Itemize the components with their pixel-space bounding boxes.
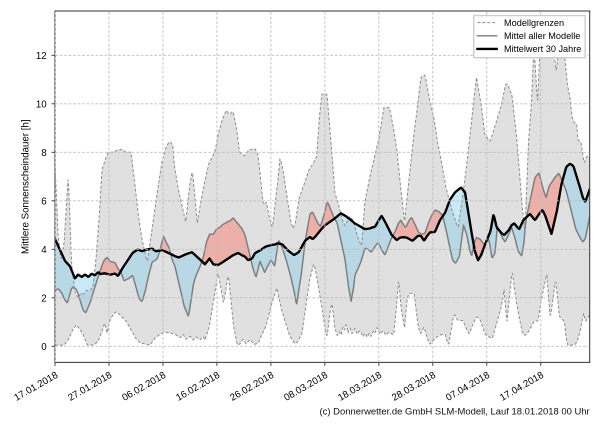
svg-text:10: 10 [36, 99, 47, 110]
svg-text:Mittel aller Modelle: Mittel aller Modelle [504, 31, 580, 41]
svg-text:Mittlere Sonnenscheindauer [h]: Mittlere Sonnenscheindauer [h] [20, 119, 31, 254]
svg-text:Modellgrenzen: Modellgrenzen [504, 18, 564, 28]
svg-text:Mittelwert 30 Jahre: Mittelwert 30 Jahre [504, 44, 581, 54]
svg-text:6: 6 [41, 196, 46, 207]
svg-text:12: 12 [36, 51, 47, 62]
svg-text:2: 2 [41, 293, 46, 304]
svg-text:4: 4 [41, 245, 47, 256]
svg-text:0: 0 [41, 342, 47, 353]
svg-text:(c) Donnerwetter.de GmbH SLM-M: (c) Donnerwetter.de GmbH SLM-Modell, Lau… [320, 407, 590, 418]
svg-text:8: 8 [41, 148, 46, 159]
